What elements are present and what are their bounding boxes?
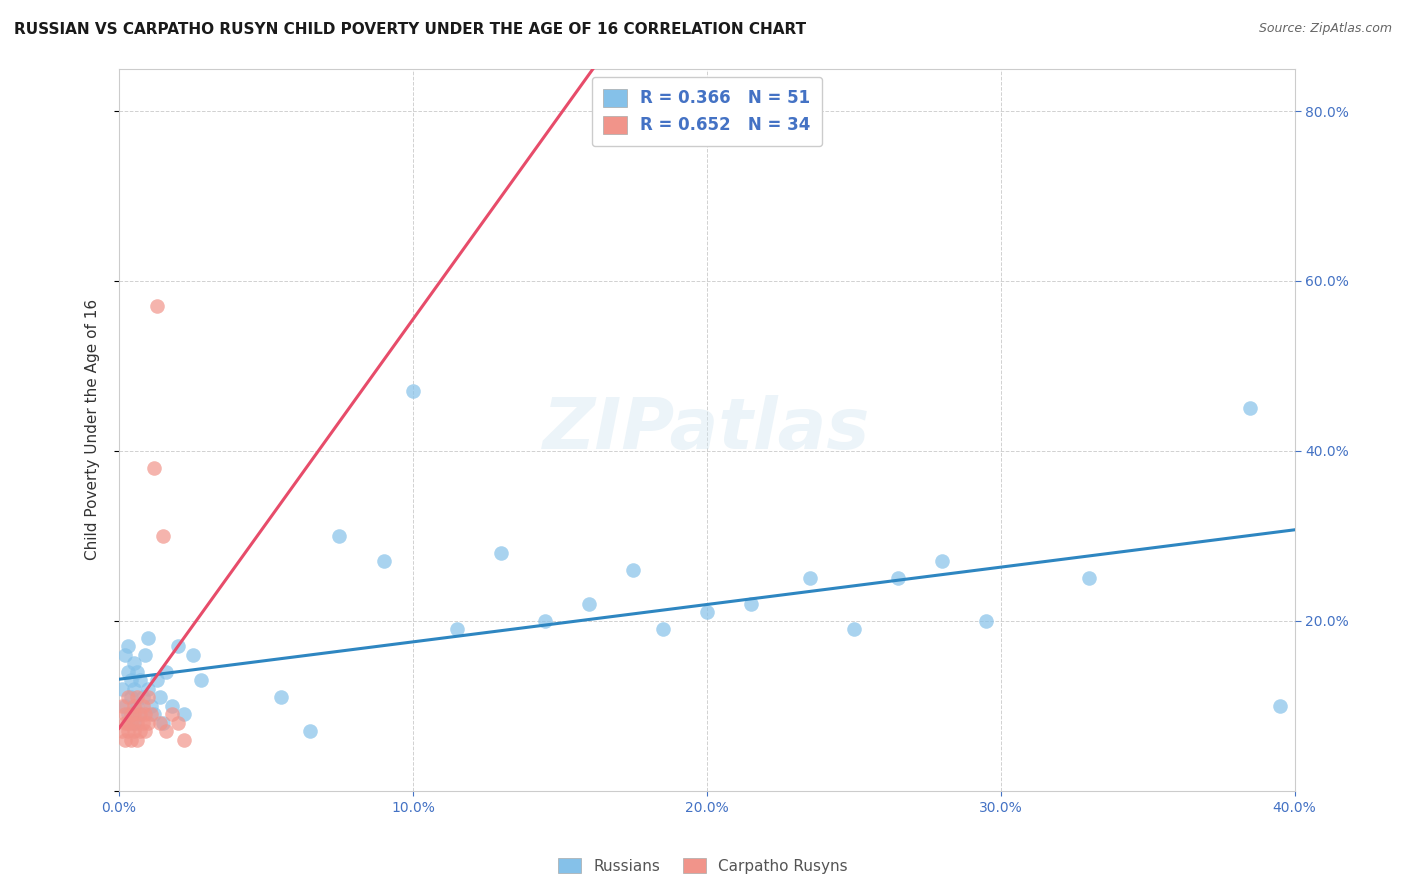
- Point: [578, 597, 600, 611]
- Point: [125, 665, 148, 679]
- Point: [122, 715, 145, 730]
- Text: Source: ZipAtlas.com: Source: ZipAtlas.com: [1258, 22, 1392, 36]
- Point: [131, 690, 153, 705]
- Point: [125, 690, 148, 705]
- Point: [160, 707, 183, 722]
- Point: [489, 546, 512, 560]
- Point: [120, 707, 142, 722]
- Point: [125, 732, 148, 747]
- Point: [155, 665, 177, 679]
- Point: [143, 707, 166, 722]
- Legend: Russians, Carpatho Rusyns: Russians, Carpatho Rusyns: [553, 852, 853, 880]
- Point: [128, 707, 150, 722]
- Point: [621, 563, 644, 577]
- Point: [974, 614, 997, 628]
- Point: [740, 597, 762, 611]
- Point: [138, 631, 160, 645]
- Point: [122, 681, 145, 696]
- Text: ZIPatlas: ZIPatlas: [543, 395, 870, 464]
- Point: [111, 724, 134, 739]
- Point: [128, 673, 150, 688]
- Point: [117, 715, 139, 730]
- Point: [120, 673, 142, 688]
- Point: [149, 715, 172, 730]
- Point: [534, 614, 557, 628]
- Point: [446, 623, 468, 637]
- Point: [166, 640, 188, 654]
- Point: [299, 724, 322, 739]
- Point: [1268, 698, 1291, 713]
- Point: [138, 715, 160, 730]
- Point: [173, 732, 195, 747]
- Point: [931, 554, 953, 568]
- Point: [138, 681, 160, 696]
- Point: [1239, 401, 1261, 416]
- Point: [122, 724, 145, 739]
- Point: [173, 707, 195, 722]
- Point: [114, 715, 136, 730]
- Point: [117, 690, 139, 705]
- Point: [152, 529, 174, 543]
- Point: [146, 300, 169, 314]
- Point: [160, 698, 183, 713]
- Point: [122, 657, 145, 671]
- Point: [155, 724, 177, 739]
- Point: [117, 640, 139, 654]
- Point: [146, 673, 169, 688]
- Point: [181, 648, 204, 662]
- Point: [131, 715, 153, 730]
- Point: [1077, 571, 1099, 585]
- Point: [651, 623, 673, 637]
- Point: [842, 623, 865, 637]
- Point: [887, 571, 910, 585]
- Point: [120, 732, 142, 747]
- Point: [402, 384, 425, 399]
- Point: [373, 554, 395, 568]
- Point: [134, 707, 156, 722]
- Point: [166, 715, 188, 730]
- Point: [122, 698, 145, 713]
- Point: [114, 707, 136, 722]
- Point: [114, 698, 136, 713]
- Point: [111, 681, 134, 696]
- Point: [125, 715, 148, 730]
- Point: [125, 698, 148, 713]
- Point: [799, 571, 821, 585]
- Point: [138, 690, 160, 705]
- Point: [120, 715, 142, 730]
- Point: [328, 529, 350, 543]
- Point: [117, 665, 139, 679]
- Point: [143, 461, 166, 475]
- Point: [149, 690, 172, 705]
- Point: [134, 724, 156, 739]
- Point: [152, 715, 174, 730]
- Point: [141, 707, 163, 722]
- Point: [111, 698, 134, 713]
- Text: RUSSIAN VS CARPATHO RUSYN CHILD POVERTY UNDER THE AGE OF 16 CORRELATION CHART: RUSSIAN VS CARPATHO RUSYN CHILD POVERTY …: [14, 22, 806, 37]
- Point: [117, 707, 139, 722]
- Point: [696, 606, 718, 620]
- Point: [114, 732, 136, 747]
- Legend: R = 0.366   N = 51, R = 0.652   N = 34: R = 0.366 N = 51, R = 0.652 N = 34: [592, 77, 823, 146]
- Point: [134, 648, 156, 662]
- Point: [190, 673, 212, 688]
- Point: [131, 698, 153, 713]
- Point: [128, 707, 150, 722]
- Point: [270, 690, 292, 705]
- Point: [114, 648, 136, 662]
- Point: [120, 690, 142, 705]
- Point: [117, 724, 139, 739]
- Point: [122, 707, 145, 722]
- Point: [128, 724, 150, 739]
- Point: [141, 698, 163, 713]
- Y-axis label: Child Poverty Under the Age of 16: Child Poverty Under the Age of 16: [86, 299, 100, 560]
